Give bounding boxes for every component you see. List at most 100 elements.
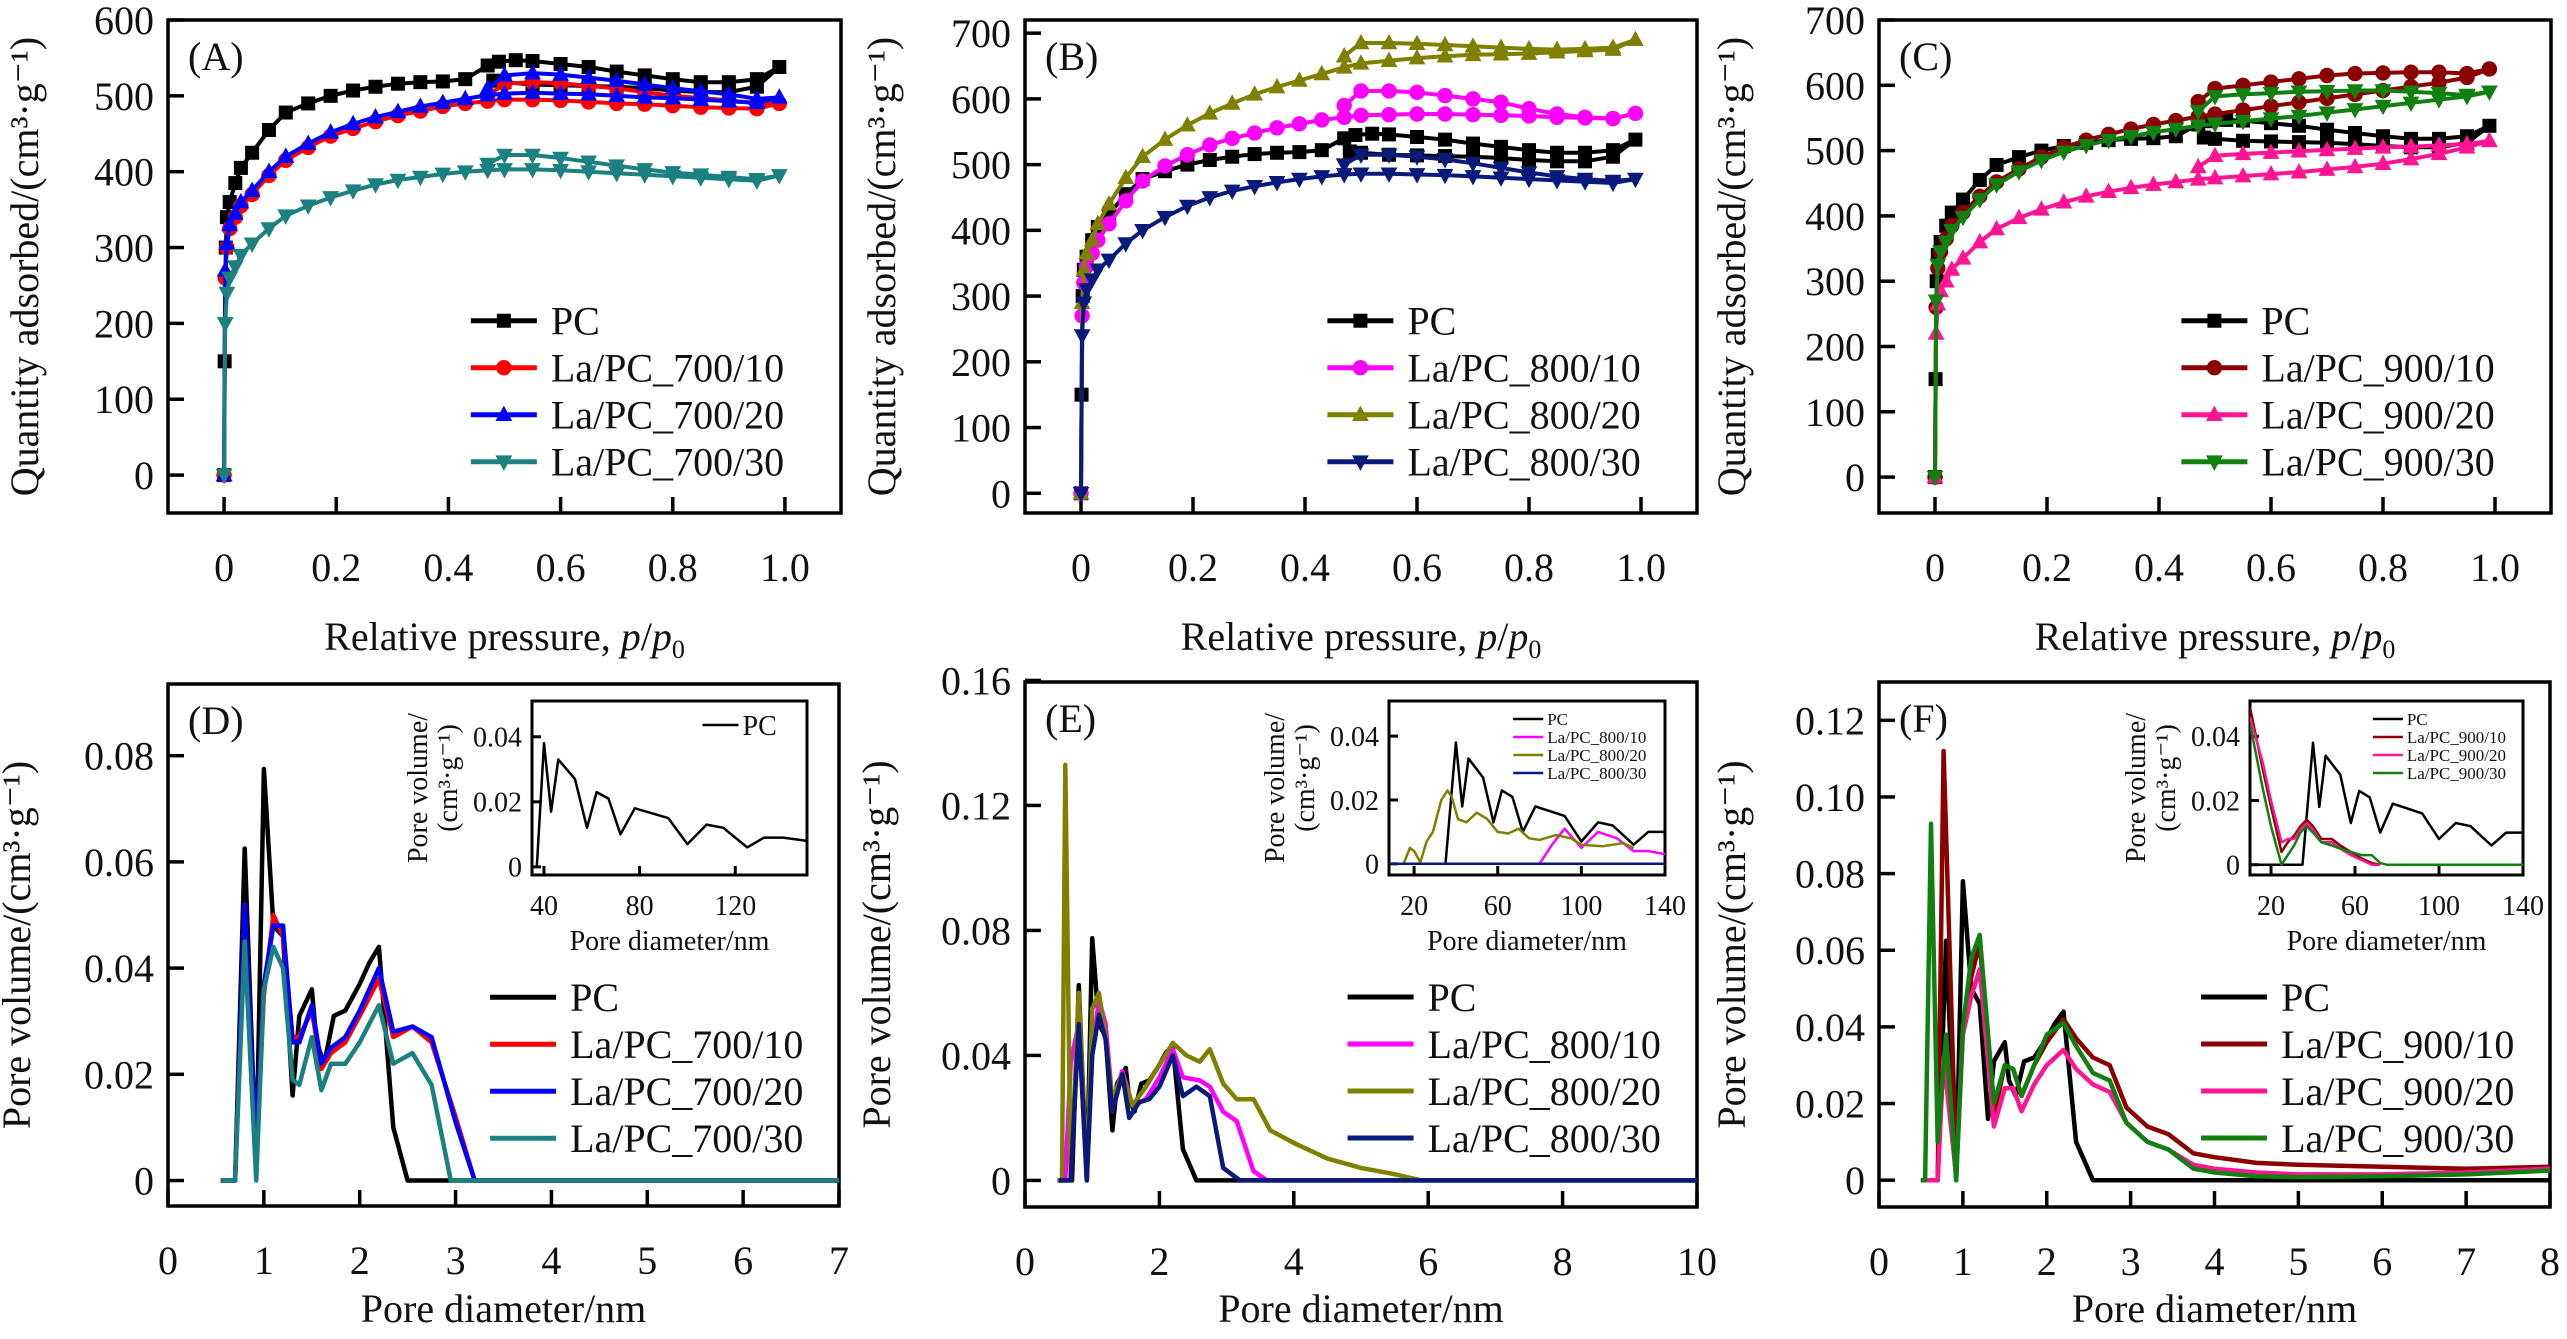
data-point [770, 88, 788, 104]
data-point [299, 134, 317, 150]
data-point [2077, 139, 2095, 155]
data-point [1627, 105, 1644, 122]
data-point [1335, 47, 1353, 63]
data-point [389, 173, 407, 190]
y-tick-label: 0.08 [1795, 852, 1865, 897]
data-point [221, 271, 239, 287]
data-point [216, 317, 234, 333]
data-point [1337, 131, 1352, 146]
data-point [2167, 122, 2185, 139]
data-point [1225, 149, 1240, 164]
y-tick-label: 400 [951, 208, 1011, 253]
data-point [2263, 98, 2279, 114]
inset-legend-label: PC [1547, 710, 1568, 729]
legend-label: La/PC_700/20 [570, 1069, 803, 1114]
data-point [2319, 67, 2335, 84]
data-point [226, 260, 244, 276]
data-point [456, 165, 474, 181]
data-point [552, 151, 569, 168]
panel-label: (F) [1899, 696, 1948, 741]
data-point [1179, 199, 1196, 216]
data-point [1117, 237, 1135, 253]
data-point [1100, 194, 1118, 211]
data-point [1352, 167, 1370, 183]
data-point [2208, 131, 2222, 146]
y-axis-label: Pore volume/(cm³·g⁻¹) [1709, 760, 1754, 1128]
data-point [491, 54, 506, 69]
data-point [1292, 145, 1307, 160]
data-point [1352, 33, 1370, 50]
data-point [1269, 120, 1285, 136]
data-point [1223, 94, 1241, 110]
data-point [2481, 131, 2498, 148]
y-tick-label: 200 [1805, 324, 1865, 369]
data-point [1291, 71, 1308, 87]
data-point [2374, 138, 2392, 154]
data-point [1075, 296, 1093, 312]
data-point [1627, 172, 1644, 189]
panel-label: (B) [1045, 34, 1098, 79]
plot-frame [166, 18, 843, 515]
data-point [2010, 208, 2028, 225]
legend-label: La/PC_700/30 [551, 440, 784, 485]
y-tick-label: 0 [991, 1158, 1011, 1203]
data-point [1179, 116, 1196, 132]
inset-series-group [532, 742, 807, 869]
y-tick-label: 0 [2226, 851, 2240, 882]
legend-marker [495, 455, 513, 471]
data-point [581, 60, 596, 75]
data-point [2236, 133, 2250, 148]
x-tick-label: 0.4 [1280, 545, 1330, 590]
data-point [1944, 205, 1959, 220]
data-point [456, 89, 474, 106]
inset-series-line-1 [2250, 707, 2381, 866]
data-point [1466, 136, 1480, 151]
series-line-3 [1058, 1012, 1697, 1183]
data-point [1247, 147, 1262, 162]
data-point [1202, 153, 1217, 168]
data-point [1494, 139, 1508, 154]
data-point [508, 53, 523, 68]
data-point [2234, 114, 2252, 131]
x-tick-label: 0.4 [2134, 545, 2184, 590]
data-point [1409, 106, 1425, 122]
y-tick-label: 0.08 [941, 908, 1011, 953]
data-point [1246, 85, 1263, 101]
data-point [2292, 135, 2306, 150]
data-point [243, 181, 261, 197]
data-point [301, 96, 316, 111]
x-tick-label: 6 [733, 1238, 753, 1283]
data-point [2374, 154, 2392, 170]
data-point [2459, 65, 2475, 82]
data-point [1927, 294, 1945, 310]
data-point [1943, 223, 1961, 240]
data-point [1134, 147, 1151, 164]
x-tick-label: 0.8 [1504, 545, 1554, 590]
data-point [218, 286, 236, 303]
data-point [2374, 99, 2392, 116]
data-point [233, 160, 248, 175]
data-point [2292, 118, 2306, 133]
y-tick-label: 100 [94, 377, 154, 422]
series-line-1 [222, 80, 782, 476]
data-point [2375, 65, 2391, 81]
data-point [665, 72, 680, 87]
data-point [1270, 145, 1284, 160]
y-tick-label: 0.04 [2191, 722, 2240, 753]
series-group [215, 53, 788, 485]
x-tick-label: 10 [1677, 1239, 1717, 1284]
data-point [2318, 84, 2336, 101]
data-point [1118, 193, 1134, 209]
data-point [2346, 103, 2364, 119]
data-point [664, 166, 682, 182]
x-tick-label: 3 [446, 1238, 466, 1283]
x-tick-label: 0.8 [648, 545, 698, 590]
inset-y-axis-label-units: (cm³·g⁻¹) [2151, 724, 2182, 832]
data-point [2145, 175, 2162, 191]
x-tick-label: 0.2 [1168, 545, 1218, 590]
